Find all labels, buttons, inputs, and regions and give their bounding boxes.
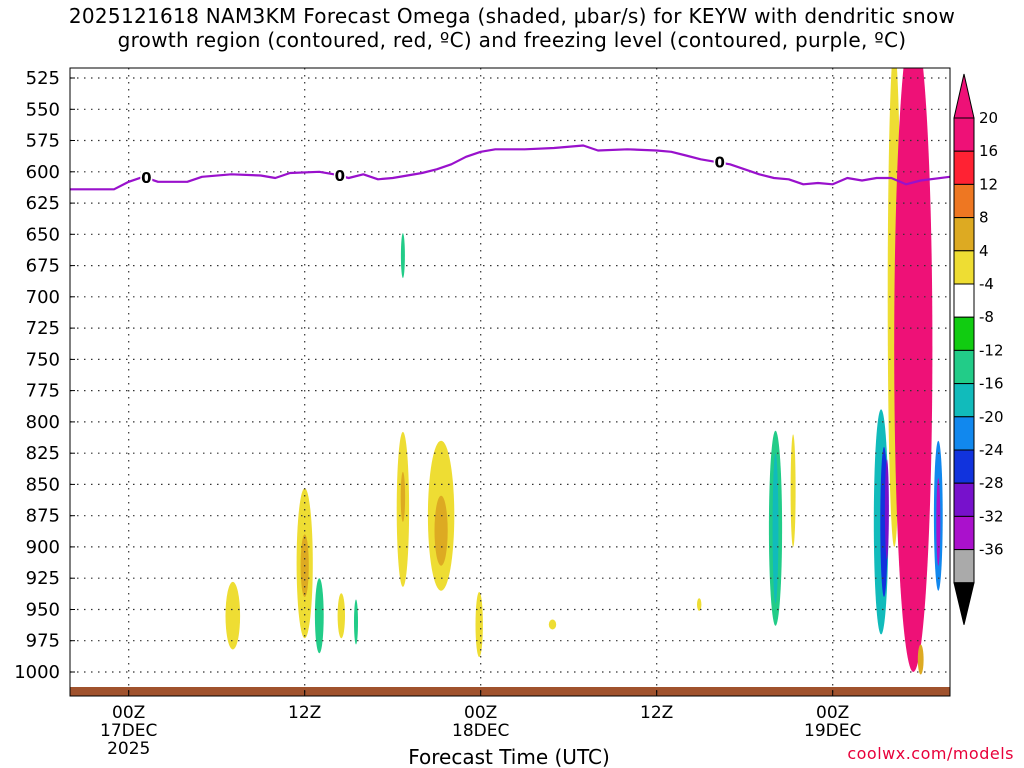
colorbar-label-9: -20 (979, 408, 1004, 426)
colorbar-label-2: 12 (979, 175, 998, 193)
y-tick-label-900: 900 (26, 537, 60, 558)
colorbar-legend: 20 16 12 8 4 -4 -8 -12 -16 -20 -24 -28 -32 -36 (953, 73, 1004, 625)
colorbar-bin-7 (953, 349, 975, 385)
colorbar-label-12: -32 (979, 507, 1004, 525)
y-tick-label-600: 600 (26, 162, 60, 183)
x-tick-date-0: 17DEC (100, 721, 157, 741)
x-tick-date-4: 19DEC (804, 721, 861, 741)
colorbar-bin-12 (953, 515, 975, 551)
plot-frame (69, 67, 951, 697)
y-tick-label-575: 575 (26, 131, 60, 152)
freezing-level-contour: 0 0 0 (70, 144, 950, 191)
omega-area-19 (884, 459, 889, 560)
chart-title-line-2: growth region (contoured, red, ºC) and f… (117, 28, 907, 52)
y-tick-label-725: 725 (26, 318, 60, 339)
colorbar-bottom-arrow (953, 582, 975, 625)
y-tick-label-825: 825 (26, 443, 60, 464)
y-tick-label-700: 700 (26, 287, 60, 308)
omega-area-21 (894, 68, 933, 672)
colorbar-label-11: -28 (979, 474, 1004, 492)
y-tick-label-850: 850 (26, 474, 60, 495)
colorbar-label-5: -4 (979, 275, 994, 293)
freezing-label-bg-0 (140, 169, 153, 186)
chart-title: 2025121618 NAM3KM Forecast Omega (shaded… (0, 4, 1024, 52)
y-tick-label-650: 650 (26, 224, 60, 245)
y-tick-label-800: 800 (26, 412, 60, 433)
colorbar-label-10: -24 (979, 441, 1004, 459)
terrain-layer (70, 687, 950, 696)
x-tick-label-4: 00Z (816, 703, 849, 723)
y-tick-label-775: 775 (26, 381, 60, 402)
y-tick-label-675: 675 (26, 256, 60, 277)
x-tick-label-3: 12Z (640, 703, 673, 723)
y-tick-label-525: 525 (26, 68, 60, 89)
omega-area-15 (772, 453, 779, 604)
x-axis-label: Forecast Time (UTC) (408, 745, 610, 768)
plot-background (70, 68, 950, 696)
y-axis: 525 550 575 600 625 650 675 700 725 750 775 800 825 8… (14, 68, 75, 683)
colorbar-bin-5 (953, 283, 975, 318)
colorbar-label-13: -36 (979, 541, 1004, 559)
colorbar-bin-8 (953, 383, 975, 418)
colorbar-bin-6 (953, 316, 975, 351)
omega-area-0 (225, 581, 241, 650)
y-tick-label-975: 975 (26, 631, 60, 652)
colorbar-label-8: -16 (979, 375, 1004, 393)
x-tick-label-0: 00Z (112, 703, 145, 723)
y-tick-label-925: 925 (26, 568, 60, 589)
colorbar-label-3: 8 (979, 209, 989, 227)
x-tick-label-1: 12Z (288, 703, 321, 723)
y-tick-label-950: 950 (26, 600, 60, 621)
chart-title-line-1: 2025121618 NAM3KM Forecast Omega (shaded… (68, 4, 956, 28)
y-tick-label-625: 625 (26, 193, 60, 214)
omega-area-8 (400, 233, 405, 279)
colorbar-bin-10 (953, 449, 975, 484)
x-tick-year-0: 2025 (107, 739, 150, 759)
omega-area-24 (936, 478, 941, 566)
freezing-level-line (70, 144, 950, 191)
omega-area-13 (697, 598, 702, 611)
omega-area-11 (475, 592, 483, 657)
omega-area-16 (790, 434, 796, 547)
colorbar-label-6: -8 (979, 308, 994, 326)
colorbar-bin-2 (953, 183, 975, 219)
freezing-level-label-1: 0 (335, 167, 345, 185)
colorbar-label-4: 4 (979, 242, 989, 260)
omega-area-7 (400, 471, 406, 522)
colorbar-label-0: 20 (979, 109, 998, 127)
colorbar-bin-11 (953, 482, 975, 517)
omega-area-4 (337, 593, 345, 639)
colorbar-label-7: -12 (979, 341, 1004, 359)
omega-area-5 (354, 599, 358, 645)
x-tick-label-2: 00Z (464, 703, 497, 723)
colorbar-bin-1 (953, 150, 975, 185)
freezing-level-label-2: 0 (714, 154, 724, 172)
y-tick-label-550: 550 (26, 99, 60, 120)
colorbar-bin-3 (953, 217, 975, 252)
colorbar-bin-0 (953, 117, 975, 152)
credit-text: coolwx.com/models (847, 744, 1014, 763)
colorbar-top-arrow (953, 73, 975, 119)
freezing-label-bg-2 (713, 154, 726, 171)
colorbar-label-1: 16 (979, 142, 998, 160)
omega-area-3 (314, 578, 324, 654)
x-tick-date-2: 18DEC (452, 721, 509, 741)
colorbar-bin-4 (953, 250, 975, 285)
omega-shading (225, 68, 943, 675)
colorbar-bin-9 (953, 416, 975, 451)
y-tick-label-750: 750 (26, 349, 60, 370)
freezing-label-bg-1 (333, 167, 346, 184)
omega-area-10 (434, 495, 448, 566)
y-tick-label-1000: 1000 (14, 662, 60, 683)
terrain-fill (70, 687, 950, 696)
y-tick-label-875: 875 (26, 506, 60, 527)
omega-area-12 (548, 619, 557, 630)
omega-area-22 (917, 644, 924, 675)
freezing-level-label-0: 0 (141, 169, 151, 187)
colorbar-bin-13 (953, 549, 975, 584)
